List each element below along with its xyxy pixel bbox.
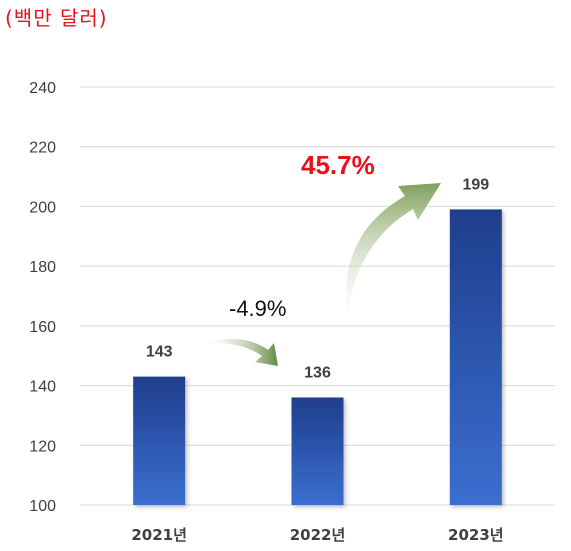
y-tick-label: 160 (29, 319, 56, 336)
curved-arrow-up-icon (345, 183, 441, 322)
bar (291, 397, 344, 505)
y-tick-label: 140 (29, 379, 56, 396)
bar-value-label: 143 (146, 344, 173, 361)
y-tick-label: 180 (29, 259, 56, 276)
x-category-label: 2022년 (290, 526, 346, 544)
bar (449, 209, 502, 505)
y-tick-label: 100 (29, 498, 56, 515)
annotation-change-2021-2022: -4.9% (229, 296, 286, 321)
y-tick-label: 240 (29, 80, 56, 97)
y-tick-label: 220 (29, 140, 56, 157)
unit-label: (백만 달러) (5, 6, 108, 30)
x-category-label: 2021년 (131, 526, 187, 544)
y-tick-label: 120 (29, 438, 56, 455)
y-tick-label: 200 (29, 199, 56, 216)
annotation-change-2022-2023: 45.7% (301, 150, 375, 180)
curved-arrow-down-icon (205, 338, 278, 366)
bar-value-label: 136 (304, 365, 331, 382)
bar-value-label: 199 (462, 176, 489, 193)
x-category-label: 2023년 (448, 526, 504, 544)
bar (133, 376, 186, 505)
